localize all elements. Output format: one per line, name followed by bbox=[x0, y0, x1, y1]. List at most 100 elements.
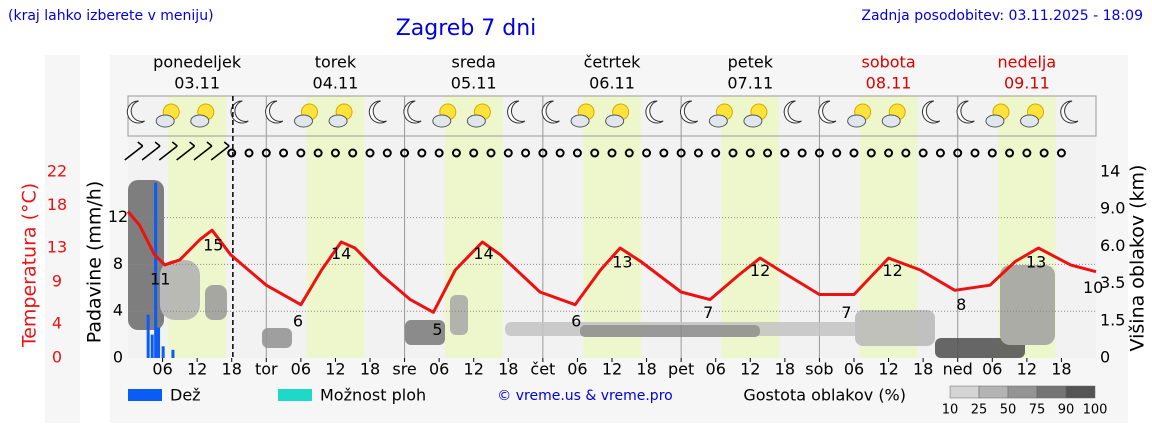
daylight-band bbox=[306, 96, 365, 358]
cloud-icon bbox=[605, 114, 625, 128]
precip-tick-label: 8 bbox=[113, 254, 123, 273]
day-name: ponedeljek bbox=[153, 53, 242, 72]
weather-icons bbox=[124, 100, 1079, 161]
cloud-scale-label: 50 bbox=[1000, 403, 1017, 418]
calm-symbol bbox=[227, 148, 237, 158]
x-tick-label: 18 bbox=[360, 360, 380, 379]
updated: Zadnja posodobitev: 03.11.2025 - 18:09 bbox=[861, 8, 1143, 24]
cloud-scale-label: 25 bbox=[971, 403, 988, 418]
temp-label: 6 bbox=[293, 312, 303, 331]
x-tick-label: čet bbox=[530, 360, 555, 379]
temp-label: 15 bbox=[203, 236, 223, 255]
precip-tick-label: 12 bbox=[108, 207, 128, 226]
cloud-icon bbox=[881, 114, 901, 128]
calm-symbol bbox=[279, 148, 289, 158]
precip-bar bbox=[146, 314, 150, 358]
day-name: četrtek bbox=[584, 53, 642, 72]
y2-tick-label: 0 bbox=[1100, 348, 1110, 367]
calm-symbol bbox=[970, 148, 980, 158]
cloud-patch bbox=[128, 180, 164, 330]
calm-symbol bbox=[503, 148, 513, 158]
x-tick-label: 06 bbox=[152, 360, 172, 379]
calm-symbol bbox=[607, 148, 617, 158]
calm-symbol bbox=[849, 148, 859, 158]
calm-symbol bbox=[417, 148, 427, 158]
calm-symbol bbox=[555, 148, 565, 158]
precip-bar bbox=[150, 334, 154, 358]
x-tick-label: 12 bbox=[878, 360, 898, 379]
x-tick-label: 06 bbox=[429, 360, 449, 379]
calm-symbol bbox=[590, 148, 600, 158]
y2-tick-label: 1.5 bbox=[1100, 310, 1125, 329]
cloud-scale-box bbox=[978, 385, 1009, 399]
precip-bar bbox=[157, 327, 161, 358]
calm-symbol bbox=[296, 148, 306, 158]
day-name: nedelja bbox=[998, 53, 1057, 72]
y2-axis-title: Višina oblakov (km) bbox=[1127, 165, 1149, 352]
credit: © vreme.us & vreme.pro bbox=[497, 388, 672, 404]
temp-label: 6 bbox=[571, 312, 581, 331]
cloud-patch bbox=[855, 310, 935, 346]
calm-symbol bbox=[693, 148, 703, 158]
hint: (kraj lahko izberete v meniju) bbox=[8, 8, 214, 24]
x-tick-label: 12 bbox=[464, 360, 484, 379]
x-tick-label: 18 bbox=[1051, 360, 1071, 379]
temp-label: 7 bbox=[703, 303, 713, 322]
legend-swatch bbox=[128, 389, 162, 401]
precip-tick-label: 0 bbox=[113, 348, 123, 367]
moon-icon bbox=[679, 100, 699, 124]
cloud-icon bbox=[985, 114, 1005, 128]
precip-axis-title: Padavine (mm/h) bbox=[84, 181, 106, 344]
y-axis-title: Temperatura (°C) bbox=[19, 183, 41, 348]
cloud-scale-label: 75 bbox=[1029, 403, 1046, 418]
cloud-patch bbox=[262, 328, 292, 348]
calm-symbol bbox=[832, 148, 842, 158]
calm-symbol bbox=[814, 148, 824, 158]
calm-symbol bbox=[365, 148, 375, 158]
temp-label: 7 bbox=[841, 303, 851, 322]
temperature-line bbox=[126, 210, 1097, 314]
moon-icon bbox=[1060, 100, 1079, 124]
moon-icon bbox=[126, 100, 145, 124]
calm-symbol bbox=[745, 148, 755, 158]
cloud-legend-title: Gostota oblakov (%) bbox=[743, 386, 906, 405]
x-tick-label: 06 bbox=[844, 360, 864, 379]
calm-symbol bbox=[780, 148, 790, 158]
page-title: Zagreb 7 dni bbox=[396, 16, 537, 41]
calm-symbol bbox=[261, 148, 271, 158]
calm-symbol bbox=[987, 148, 997, 158]
calm-symbol bbox=[469, 148, 479, 158]
cloud-icon bbox=[328, 114, 348, 128]
day-date: 03.11 bbox=[174, 74, 220, 93]
x-tick-label: 12 bbox=[1017, 360, 1037, 379]
cloud-icon bbox=[155, 114, 175, 128]
cloud-patch bbox=[205, 285, 227, 320]
wind-barb bbox=[193, 141, 213, 161]
x-tick-label: 18 bbox=[775, 360, 795, 379]
y2-tick-label: 6.0 bbox=[1100, 236, 1125, 255]
calm-symbol bbox=[711, 148, 721, 158]
day-date: 07.11 bbox=[727, 74, 773, 93]
cloud-patch bbox=[405, 320, 445, 345]
day-date: 09.11 bbox=[1004, 74, 1050, 93]
y-tick-label: 13 bbox=[47, 237, 67, 256]
day-date: 05.11 bbox=[451, 74, 497, 93]
moon-icon bbox=[818, 100, 837, 124]
x-tick-label: pet bbox=[668, 360, 694, 379]
calm-symbol bbox=[642, 148, 652, 158]
legend-swatch bbox=[278, 389, 312, 401]
cloud-icon bbox=[708, 114, 728, 128]
day-name: petek bbox=[728, 53, 774, 72]
plot-background bbox=[127, 95, 1097, 358]
cloud-patch bbox=[580, 325, 760, 337]
cloud-icon bbox=[190, 114, 210, 128]
calm-symbol bbox=[451, 148, 461, 158]
cloud-patch bbox=[450, 295, 468, 335]
temp-label: 5 bbox=[432, 320, 442, 339]
precip-bar bbox=[171, 349, 175, 358]
day-name: torek bbox=[315, 53, 357, 72]
y-tick-label: 9 bbox=[52, 271, 62, 290]
precip-bar bbox=[154, 182, 158, 358]
cloud-icon bbox=[570, 114, 590, 128]
